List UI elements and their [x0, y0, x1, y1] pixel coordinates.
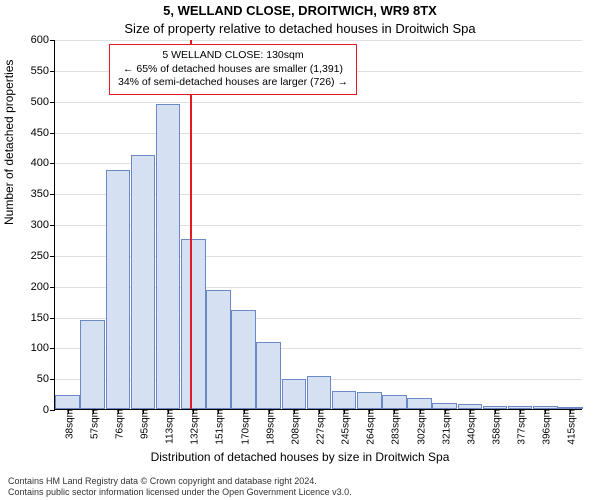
xtick-label: 321sqm — [437, 409, 452, 445]
histogram-bar — [307, 376, 332, 409]
ytick-label: 300 — [31, 219, 55, 231]
xtick-label: 132sqm — [186, 409, 201, 445]
chart-subtitle: Size of property relative to detached ho… — [0, 21, 600, 36]
xtick-label: 340sqm — [462, 409, 477, 445]
ytick-label: 600 — [31, 34, 55, 46]
xtick-label: 377sqm — [513, 409, 528, 445]
histogram-bar — [231, 310, 256, 409]
histogram-bar — [206, 290, 231, 409]
xtick-label: 95sqm — [136, 409, 151, 439]
xtick-label: 57sqm — [85, 409, 100, 439]
histogram-bar — [332, 391, 357, 410]
ytick-label: 100 — [31, 342, 55, 354]
xtick-label: 245sqm — [337, 409, 352, 445]
xtick-label: 151sqm — [211, 409, 226, 445]
gridline — [55, 40, 582, 41]
ytick-label: 450 — [31, 127, 55, 139]
xtick-label: 76sqm — [110, 409, 125, 439]
info-line3: 34% of semi-detached houses are larger (… — [118, 76, 348, 90]
ytick-label: 150 — [31, 312, 55, 324]
gridline — [55, 102, 582, 103]
marker-line — [190, 40, 192, 409]
ytick-label: 200 — [31, 281, 55, 293]
gridline — [55, 133, 582, 134]
chart-title: 5, WELLAND CLOSE, DROITWICH, WR9 8TX — [0, 3, 600, 18]
ytick-label: 50 — [37, 373, 55, 385]
info-box: 5 WELLAND CLOSE: 130sqm ← 65% of detache… — [109, 44, 357, 95]
xtick-label: 113sqm — [161, 409, 176, 444]
ytick-label: 400 — [31, 157, 55, 169]
footer-attribution: Contains HM Land Registry data © Crown c… — [8, 476, 352, 498]
histogram-bar — [382, 395, 407, 409]
ytick-label: 350 — [31, 188, 55, 200]
xtick-label: 170sqm — [236, 409, 251, 445]
plot-area: 05010015020025030035040045050055060038sq… — [54, 40, 582, 410]
info-line2: ← 65% of detached houses are smaller (1,… — [118, 63, 348, 77]
ytick-label: 500 — [31, 96, 55, 108]
xtick-label: 302sqm — [412, 409, 427, 445]
chart-container: 5, WELLAND CLOSE, DROITWICH, WR9 8TX Siz… — [0, 0, 600, 500]
histogram-bar — [55, 395, 80, 409]
xtick-label: 415sqm — [563, 409, 578, 445]
ytick-label: 250 — [31, 250, 55, 262]
ytick-label: 0 — [43, 404, 55, 416]
histogram-bar — [131, 155, 156, 409]
y-axis-label: Number of detached properties — [2, 60, 16, 225]
xtick-label: 264sqm — [362, 409, 377, 445]
info-line1: 5 WELLAND CLOSE: 130sqm — [118, 49, 348, 63]
ytick-label: 550 — [31, 65, 55, 77]
xtick-label: 227sqm — [312, 409, 327, 445]
x-axis-label: Distribution of detached houses by size … — [0, 450, 600, 464]
histogram-bar — [106, 170, 131, 409]
xtick-label: 189sqm — [261, 409, 276, 445]
footer-line1: Contains HM Land Registry data © Crown c… — [8, 476, 352, 487]
histogram-bar — [181, 239, 206, 409]
xtick-label: 208sqm — [286, 409, 301, 445]
xtick-label: 396sqm — [538, 409, 553, 445]
histogram-bar — [282, 379, 307, 409]
histogram-bar — [407, 398, 432, 409]
histogram-bar — [256, 342, 281, 409]
histogram-bar — [156, 104, 181, 409]
xtick-label: 38sqm — [60, 409, 75, 439]
footer-line2: Contains public sector information licen… — [8, 487, 352, 498]
histogram-bar — [357, 392, 382, 409]
xtick-label: 358sqm — [488, 409, 503, 445]
xtick-label: 283sqm — [387, 409, 402, 445]
histogram-bar — [80, 320, 105, 409]
